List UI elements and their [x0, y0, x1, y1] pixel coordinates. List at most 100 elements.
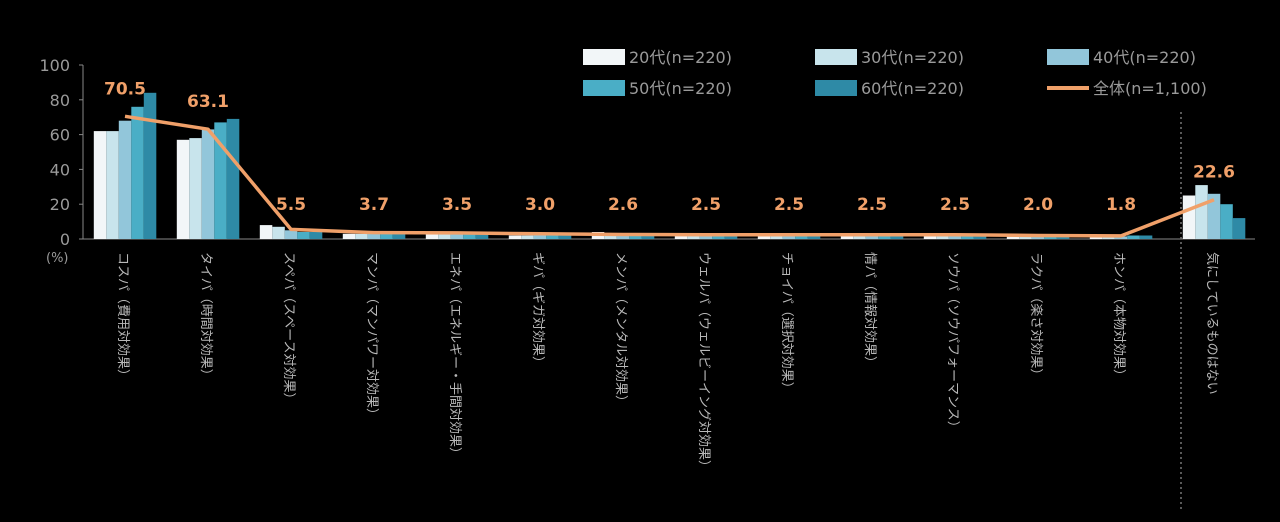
category-label: ギパ（ギガ対効果）: [530, 252, 545, 369]
bar: [782, 235, 796, 239]
bar: [342, 233, 356, 239]
category-label: ウェルパ（ウェルビーイング対効果）: [696, 252, 711, 473]
bar: [1089, 237, 1103, 239]
data-label: 2.0: [1023, 195, 1053, 215]
bar: [712, 235, 725, 239]
bar: [106, 131, 119, 239]
bar: [674, 235, 688, 239]
bar: [438, 233, 451, 239]
bar: [1232, 218, 1246, 239]
bar: [853, 235, 866, 239]
bar: [226, 118, 240, 239]
data-label: 63.1: [187, 92, 229, 112]
category-label: ソウパ（ソウパフォーマンス）: [945, 252, 960, 434]
bar: [604, 233, 617, 239]
bar: [131, 106, 144, 239]
bar: [840, 235, 854, 239]
line-layer: [124, 114, 1215, 238]
bar: [936, 235, 949, 239]
bar: [367, 233, 381, 239]
legend-label: 20代(n=220): [629, 48, 732, 67]
y-tick-label: 0: [60, 230, 70, 249]
category-label: コスパ（費用対効果）: [115, 252, 130, 382]
bar: [93, 131, 107, 239]
data-label: 3.0: [525, 195, 555, 215]
y-tick-label: 20: [50, 195, 70, 214]
category-label: スペパ（スペース対効果）: [281, 252, 296, 406]
bar: [795, 235, 808, 239]
data-label: 5.5: [276, 195, 306, 215]
bar: [558, 233, 572, 239]
data-label: 2.6: [608, 195, 638, 215]
bar: [450, 233, 464, 239]
bar: [807, 235, 821, 239]
legend-swatch: [583, 80, 625, 96]
bar: [392, 233, 406, 239]
legend-label: 40代(n=220): [1093, 48, 1196, 67]
data-label: 70.5: [104, 79, 146, 99]
bar: [1006, 236, 1020, 239]
category-label: 情パ（情報対効果）: [862, 252, 877, 369]
bar: [533, 233, 547, 239]
data-label: 2.5: [691, 195, 721, 215]
y-axis-unit: (%): [46, 251, 69, 266]
legend-swatch: [815, 80, 857, 96]
bar: [118, 120, 132, 239]
category-label: ホンパ（本物対効果）: [1111, 252, 1126, 382]
data-label: 3.7: [359, 195, 389, 215]
y-tick-label: 40: [50, 160, 70, 179]
bar: [973, 235, 987, 239]
data-label: 1.8: [1106, 195, 1136, 215]
bar: [641, 235, 655, 239]
bar-layer: [93, 92, 1246, 239]
category-label-layer: コスパ（費用対効果） タイパ（時間対効果） スペパ（スペース対効果） マンパ（マンパワ…: [115, 252, 1220, 473]
legend: 20代(n=220) 30代(n=220) 40代(n=220) 50代(n=220)…: [583, 48, 1207, 98]
bar: [616, 235, 630, 239]
bar: [272, 226, 285, 239]
legend-label: 30代(n=220): [861, 48, 964, 67]
legend-label: 全体(n=1,100): [1093, 79, 1207, 98]
data-label: 2.5: [857, 195, 887, 215]
bar: [629, 235, 642, 239]
bar: [699, 235, 713, 239]
bar: [724, 235, 738, 239]
data-label: 2.5: [940, 195, 970, 215]
bar: [463, 232, 476, 239]
bar: [1139, 235, 1153, 239]
bar: [546, 233, 559, 239]
bar: [948, 235, 962, 239]
bar: [1195, 185, 1208, 239]
bar: [189, 138, 202, 239]
data-label: 3.5: [442, 195, 472, 215]
bar: [259, 225, 273, 239]
category-label: マンパ（マンパワー対効果）: [364, 252, 379, 421]
category-label: エネパ（エネルギー・手間対効果）: [447, 252, 462, 460]
bar: [1207, 193, 1221, 239]
category-label: メンパ（メンタル対効果）: [613, 252, 628, 408]
bar: [214, 122, 227, 239]
bar: [757, 235, 771, 239]
bar: [309, 232, 323, 239]
legend-label: 60代(n=220): [861, 79, 964, 98]
bar: [687, 235, 700, 239]
category-label: タイパ（時間対効果）: [198, 252, 213, 382]
bar: [890, 235, 904, 239]
bar: [355, 233, 368, 239]
bar: [1019, 235, 1032, 239]
y-tick-label: 100: [39, 56, 70, 75]
bar: [508, 235, 522, 239]
bar: [1220, 204, 1233, 239]
bar: [380, 232, 393, 239]
y-tick-label: 60: [50, 126, 70, 145]
bar: [1114, 236, 1128, 239]
line-series-overall: [124, 114, 1215, 238]
bar: [1127, 235, 1140, 239]
bar: [284, 230, 298, 239]
bar: [201, 129, 215, 239]
bar: [1182, 195, 1196, 239]
legend-swatch: [583, 49, 625, 65]
category-label: チョイパ（選択対効果）: [779, 252, 794, 395]
legend-label: 50代(n=220): [629, 79, 732, 98]
data-label: 2.5: [774, 195, 804, 215]
